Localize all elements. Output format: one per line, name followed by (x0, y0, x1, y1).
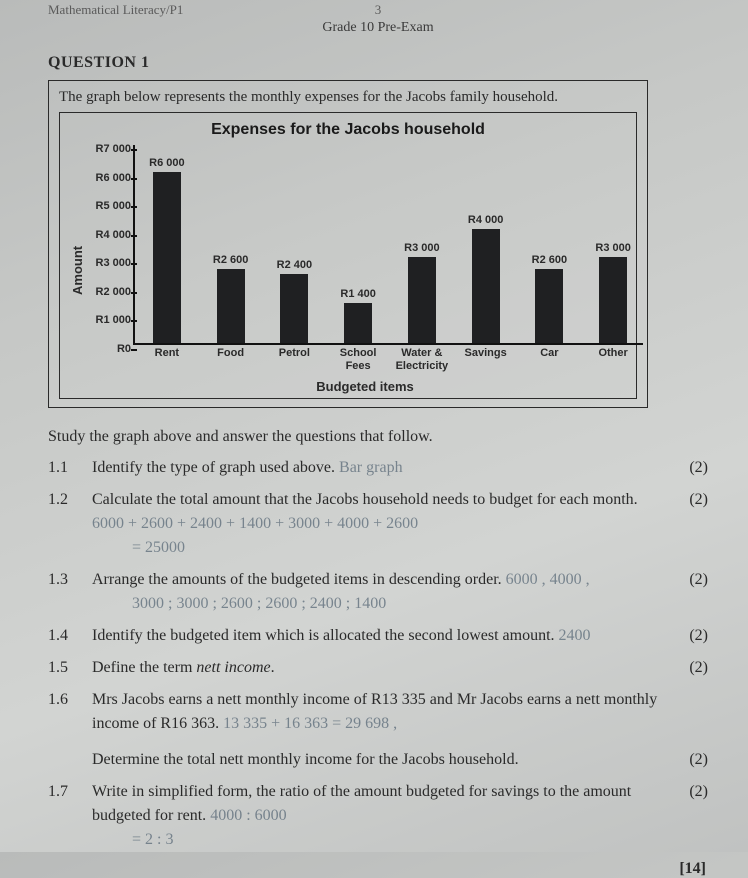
handwriting: = 25000 (132, 536, 664, 560)
xtick-label: Rent (155, 343, 179, 360)
ytick-label: R0 (83, 343, 131, 355)
question-row: 1.3Arrange the amounts of the budgeted i… (48, 568, 708, 616)
subject-line: Mathematical Literacy/P1 (48, 2, 268, 18)
xtick-label: Other (598, 343, 627, 360)
study-line: Study the graph above and answer the que… (48, 428, 708, 446)
chart-container: Expenses for the Jacobs household Amount… (59, 112, 637, 399)
xtick-label: Water &Electricity (396, 343, 449, 373)
handwriting: = 2 : 3 (132, 828, 664, 852)
question-number: 1.4 (48, 624, 92, 648)
xtick-label: SchoolFees (340, 343, 377, 373)
total-marks: [14] (48, 860, 708, 878)
chart-title: Expenses for the Jacobs household (68, 121, 628, 139)
question-marks: (2) (672, 748, 708, 772)
handwriting: 3000 ; 3000 ; 2600 ; 2600 ; 2400 ; 1400 (132, 592, 664, 616)
question-marks: (2) (672, 456, 708, 480)
page-header: Mathematical Literacy/P1 3 (48, 0, 708, 18)
question-text: Write in simplified form, the ratio of t… (92, 780, 672, 852)
xtick-label: Petrol (279, 343, 310, 360)
bar-value-label: R2 400 (277, 259, 312, 271)
box-intro: The graph below represents the monthly e… (59, 89, 637, 106)
question-row: 1.5Define the term nett income.(2) (48, 656, 708, 680)
question-number: 1.3 (48, 568, 92, 592)
chart-bar (472, 229, 500, 343)
question-row: 1.6Mrs Jacobs earns a nett monthly incom… (48, 688, 708, 736)
chart-bar (408, 257, 436, 343)
question-text: Identify the type of graph used above. B… (92, 456, 672, 480)
chart-plot: R0R1 000R2 000R3 000R4 000R5 000R6 000R7… (133, 145, 643, 345)
bar-value-label: R2 600 (532, 254, 567, 266)
chart-xlabel: Budgeted items (87, 379, 643, 394)
question-row: 1.4Identify the budgeted item which is a… (48, 624, 708, 648)
ytick-label: R1 000 (83, 314, 131, 326)
handwriting: 6000 + 2600 + 2400 + 1400 + 3000 + 4000 … (92, 515, 418, 532)
xtick-label: Food (217, 343, 244, 360)
question-number: 1.5 (48, 656, 92, 680)
question-marks: (2) (672, 488, 708, 512)
chart-bar (344, 303, 372, 343)
chart-bar (535, 269, 563, 343)
question-number: 1.7 (48, 780, 92, 804)
question-subrow: Determine the total nett monthly income … (48, 748, 708, 772)
chart-bar (280, 274, 308, 343)
ytick-label: R2 000 (83, 286, 131, 298)
question-number: 1.1 (48, 456, 92, 480)
question-box: The graph below represents the monthly e… (48, 80, 648, 408)
bar-value-label: R6 000 (149, 157, 184, 169)
ytick-label: R7 000 (83, 143, 131, 155)
question-row: 1.2Calculate the total amount that the J… (48, 488, 708, 560)
bar-value-label: R1 400 (340, 288, 375, 300)
question-text: Mrs Jacobs earns a nett monthly income o… (92, 688, 672, 736)
ytick-label: R5 000 (83, 200, 131, 212)
handwriting: Bar graph (335, 459, 403, 476)
handwriting: 13 335 + 16 363 = 29 698 , (219, 715, 397, 732)
chart-bar (599, 257, 627, 343)
question-heading: QUESTION 1 (48, 54, 708, 72)
question-text: Define the term nett income. (92, 656, 672, 680)
xtick-label: Car (540, 343, 558, 360)
questions-body: Study the graph above and answer the que… (48, 428, 708, 878)
question-text: Identify the budgeted item which is allo… (92, 624, 672, 648)
question-text: Determine the total nett monthly income … (92, 748, 672, 772)
question-number: 1.6 (48, 688, 92, 712)
question-row: 1.7Write in simplified form, the ratio o… (48, 780, 708, 852)
bar-value-label: R4 000 (468, 214, 503, 226)
ytick-label: R3 000 (83, 257, 131, 269)
question-number: 1.2 (48, 488, 92, 512)
bar-value-label: R3 000 (595, 242, 630, 254)
chart-bar (153, 172, 181, 343)
page-number: 3 (268, 2, 488, 18)
handwriting: 6000 , 4000 , (502, 571, 590, 588)
handwriting: 2400 (555, 627, 591, 644)
handwriting: 4000 : 6000 (206, 807, 286, 824)
chart-bar (217, 269, 245, 343)
xtick-label: Savings (465, 343, 507, 360)
question-marks: (2) (672, 624, 708, 648)
bar-value-label: R3 000 (404, 242, 439, 254)
question-marks: (2) (672, 780, 708, 804)
question-marks: (2) (672, 568, 708, 592)
ytick-label: R4 000 (83, 229, 131, 241)
question-row: 1.1Identify the type of graph used above… (48, 456, 708, 480)
ytick-label: R6 000 (83, 172, 131, 184)
question-text: Arrange the amounts of the budgeted item… (92, 568, 672, 616)
question-text: Calculate the total amount that the Jaco… (92, 488, 672, 560)
bar-value-label: R2 600 (213, 254, 248, 266)
grade-line: Grade 10 Pre-Exam (48, 20, 708, 36)
question-marks: (2) (672, 656, 708, 680)
